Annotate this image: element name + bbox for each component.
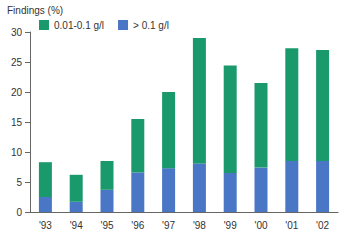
svg-text:0.01-0.1 g/l: 0.01-0.1 g/l [54,20,104,31]
svg-text:'94: '94 [70,220,83,231]
svg-text:30: 30 [11,27,23,38]
svg-text:'95: '95 [100,220,113,231]
svg-text:20: 20 [11,87,23,98]
svg-text:'98: '98 [193,220,206,231]
svg-text:'93: '93 [39,220,52,231]
svg-text:'97: '97 [162,220,175,231]
svg-text:25: 25 [11,57,23,68]
svg-text:> 0.1 g/l: > 0.1 g/l [133,20,169,31]
svg-text:5: 5 [16,177,22,188]
svg-text:10: 10 [11,147,23,158]
svg-text:'96: '96 [131,220,144,231]
svg-text:0: 0 [16,207,22,218]
svg-text:'02: '02 [316,220,329,231]
svg-text:'99: '99 [224,220,237,231]
svg-text:15: 15 [11,117,23,128]
svg-text:Findings (%): Findings (%) [7,5,63,16]
svg-text:'00: '00 [254,220,267,231]
svg-text:'01: '01 [285,220,298,231]
